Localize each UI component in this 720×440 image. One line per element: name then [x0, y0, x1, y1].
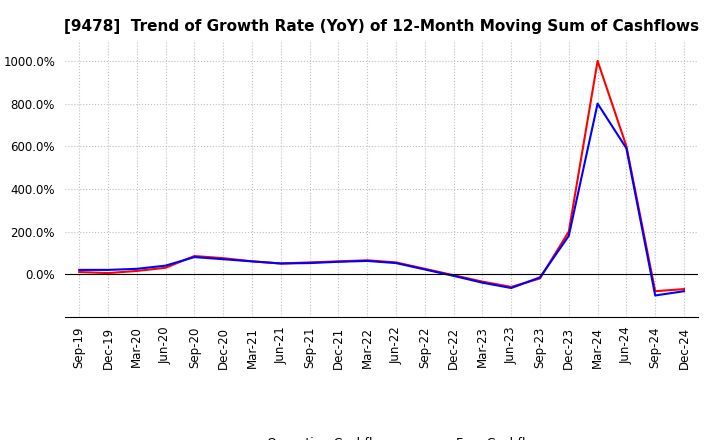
Operating Cashflow [507, 284, 516, 290]
Free Cashflow [622, 146, 631, 151]
Operating Cashflow [593, 58, 602, 63]
Free Cashflow [363, 258, 372, 264]
Operating Cashflow [622, 143, 631, 149]
Free Cashflow [132, 266, 141, 271]
Operating Cashflow [161, 265, 170, 271]
Title: [9478]  Trend of Growth Rate (YoY) of 12-Month Moving Sum of Cashflows: [9478] Trend of Growth Rate (YoY) of 12-… [64, 19, 699, 34]
Free Cashflow [680, 289, 688, 294]
Legend: Operating Cashflow, Free Cashflow: Operating Cashflow, Free Cashflow [215, 432, 549, 440]
Free Cashflow [104, 267, 112, 272]
Free Cashflow [564, 233, 573, 238]
Line: Free Cashflow: Free Cashflow [79, 103, 684, 296]
Operating Cashflow [334, 259, 343, 264]
Operating Cashflow [420, 266, 429, 271]
Free Cashflow [190, 254, 199, 260]
Free Cashflow [248, 259, 256, 264]
Operating Cashflow [449, 272, 458, 278]
Free Cashflow [219, 257, 228, 262]
Operating Cashflow [248, 259, 256, 264]
Free Cashflow [449, 273, 458, 279]
Operating Cashflow [190, 253, 199, 259]
Free Cashflow [536, 275, 544, 280]
Free Cashflow [420, 267, 429, 272]
Free Cashflow [334, 259, 343, 264]
Free Cashflow [507, 286, 516, 291]
Free Cashflow [593, 101, 602, 106]
Line: Operating Cashflow: Operating Cashflow [79, 61, 684, 291]
Free Cashflow [478, 280, 487, 285]
Operating Cashflow [478, 279, 487, 284]
Free Cashflow [305, 260, 314, 266]
Operating Cashflow [276, 261, 285, 266]
Free Cashflow [75, 267, 84, 272]
Operating Cashflow [219, 256, 228, 261]
Free Cashflow [161, 263, 170, 268]
Operating Cashflow [564, 229, 573, 234]
Operating Cashflow [305, 260, 314, 265]
Free Cashflow [651, 293, 660, 298]
Free Cashflow [276, 261, 285, 266]
Operating Cashflow [680, 286, 688, 292]
Operating Cashflow [75, 269, 84, 275]
Free Cashflow [392, 260, 400, 266]
Operating Cashflow [536, 276, 544, 281]
Operating Cashflow [392, 260, 400, 265]
Operating Cashflow [132, 268, 141, 274]
Operating Cashflow [363, 258, 372, 263]
Operating Cashflow [104, 271, 112, 276]
Operating Cashflow [651, 289, 660, 294]
